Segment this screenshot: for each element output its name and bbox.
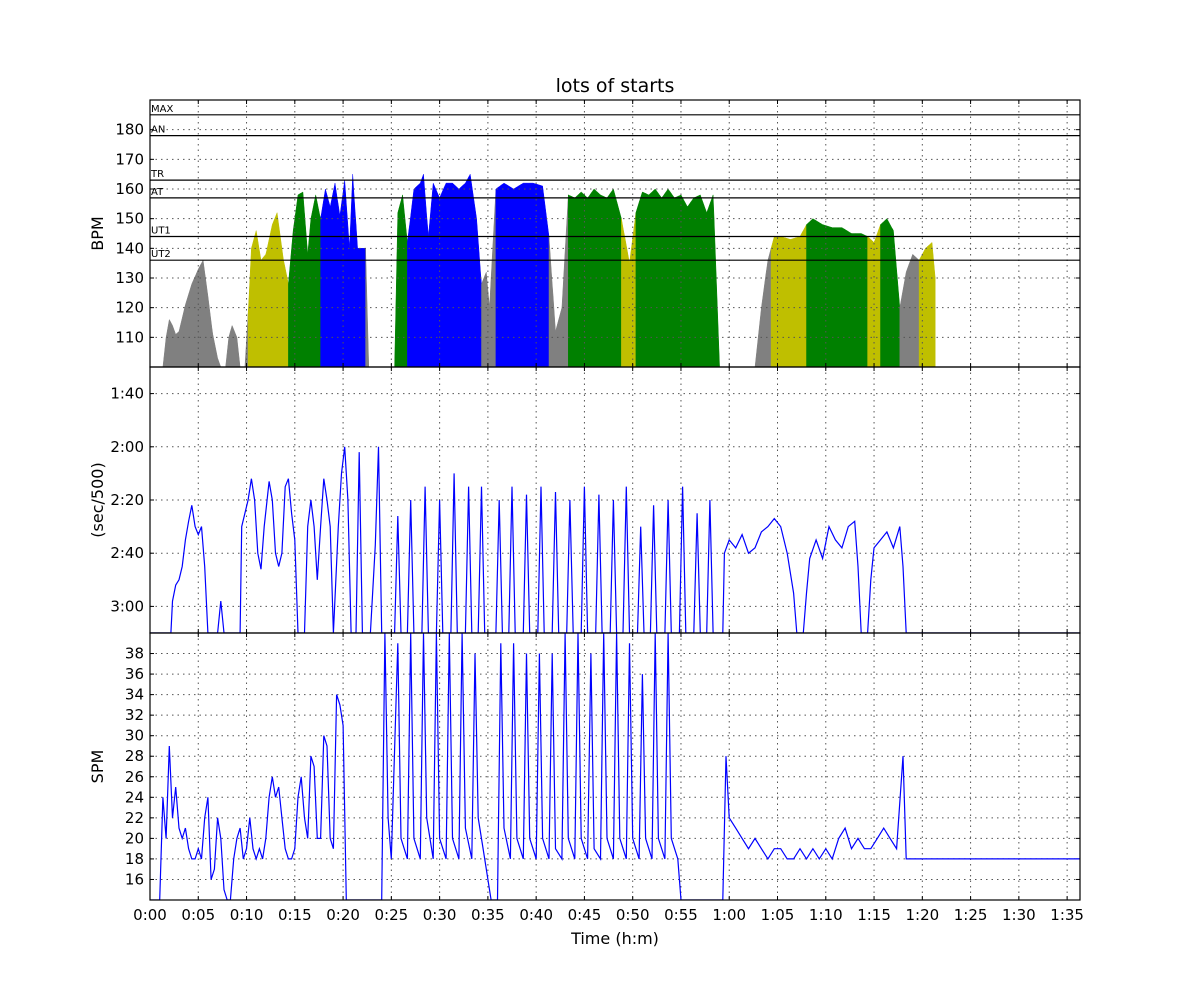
hr-fill-ut2 — [621, 212, 637, 367]
x-tick-label: 0:40 — [519, 906, 553, 924]
y-tick-label: 22 — [125, 809, 144, 827]
y-tick-label: 110 — [115, 328, 144, 346]
pace-frame — [149, 366, 1081, 634]
hr-fill-rest — [365, 248, 395, 367]
x-tick-label: 1:05 — [761, 906, 795, 924]
y-tick-label: 26 — [125, 768, 144, 786]
spm-series-line — [150, 633, 1080, 900]
x-tick-label: 1:20 — [905, 906, 939, 924]
hr-fill-ut1 — [635, 188, 720, 367]
y-tick-label: 28 — [125, 747, 144, 765]
y-tick-label: 2:40 — [110, 544, 144, 562]
y-tick-label: 18 — [125, 850, 144, 868]
hr-fill-rest — [162, 259, 249, 367]
x-tick-label: 0:55 — [664, 906, 698, 924]
y-tick-label: 34 — [125, 686, 144, 704]
spm-frame — [149, 632, 1081, 901]
hr-fill-ut1 — [394, 194, 408, 367]
x-tick-label: 1:00 — [712, 906, 746, 924]
pace-panel: 1:40 2:00 2:20 2:40 3:00 (sec/500) — [88, 366, 1081, 634]
x-tick-label: 0:45 — [568, 906, 602, 924]
hr-fill-ut1 — [568, 188, 622, 367]
hr-fill-at — [495, 182, 550, 367]
hr-fill-rest — [548, 194, 569, 367]
x-tick-label: 0:30 — [423, 906, 457, 924]
y-tick-label: 30 — [125, 727, 144, 745]
y-tick-label: 120 — [115, 299, 144, 317]
y-tick-label: 160 — [115, 180, 144, 198]
spm-axis-label: SPM — [88, 750, 107, 784]
x-axis: 0:00 0:05 0:10 0:15 0:20 0:25 0:30 0:35 0:40 0:45… — [133, 906, 1084, 924]
y-tick-label: 38 — [125, 645, 144, 663]
y-tick-label: 36 — [125, 665, 144, 683]
stroke-rate-panel: 16 18 20 22 24 26 28 30 32 34 36 38 SPM — [88, 632, 1081, 901]
y-tick-label: 24 — [125, 788, 144, 806]
heart-rate-panel: 110 120 130 140 150 160 170 180 BPM MAX AN TR AT UT1 U… — [88, 99, 1081, 368]
y-tick-label: 150 — [115, 210, 144, 228]
x-tick-label: 1:10 — [809, 906, 843, 924]
hr-axis-label: BPM — [88, 216, 107, 250]
hr-fill-ut1 — [880, 218, 901, 367]
hr-fill-at — [407, 173, 482, 367]
y-tick-label: 32 — [125, 706, 144, 724]
x-tick-label: 1:15 — [857, 906, 891, 924]
x-tick-label: 1:35 — [1050, 906, 1084, 924]
y-tick-label: 20 — [125, 829, 144, 847]
zone-label-at: AT — [151, 187, 164, 198]
pace-axis-label: (sec/500) — [88, 462, 107, 537]
zone-label-ut2: UT2 — [151, 249, 171, 260]
y-tick-label: 2:20 — [110, 491, 144, 509]
zone-label-an: AN — [151, 125, 165, 136]
y-tick-label: 130 — [115, 269, 144, 287]
y-tick-label: 2:00 — [110, 438, 144, 456]
y-tick-label: 16 — [125, 870, 144, 888]
x-tick-label: 1:30 — [1002, 906, 1036, 924]
x-tick-label: 0:20 — [326, 906, 360, 924]
hr-fill-rest — [899, 253, 920, 367]
y-tick-label: 140 — [115, 239, 144, 257]
hr-fill-ut2 — [247, 211, 289, 367]
hr-fill-ut1 — [806, 218, 868, 367]
x-tick-label: 1:25 — [954, 906, 988, 924]
y-tick-label: 170 — [115, 150, 144, 168]
hr-fill-ut2 — [770, 224, 807, 367]
y-tick-label: 180 — [115, 121, 144, 139]
hr-fill-ut2 — [867, 224, 881, 367]
y-tick-label: 1:40 — [110, 385, 144, 403]
x-tick-label: 0:10 — [230, 906, 264, 924]
y-tick-label: 3:00 — [110, 597, 144, 615]
zone-label-max: MAX — [151, 104, 173, 115]
x-tick-label: 0:05 — [181, 906, 215, 924]
zone-label-ut1: UT1 — [151, 225, 171, 236]
hr-zone-fills — [162, 173, 936, 367]
hr-fill-ut2 — [918, 241, 936, 367]
x-tick-label: 0:50 — [616, 906, 650, 924]
x-tick-label: 0:25 — [375, 906, 409, 924]
x-tick-label: 0:15 — [278, 906, 312, 924]
hr-fill-rest — [754, 248, 772, 367]
pace-series-line — [150, 446, 1080, 633]
x-axis-label: Time (h:m) — [570, 929, 659, 948]
hr-fill-rest — [481, 188, 497, 367]
x-tick-label: 0:35 — [471, 906, 505, 924]
x-tick-label: 0:00 — [133, 906, 167, 924]
chart-title: lots of starts — [556, 75, 675, 97]
zone-label-tr: TR — [150, 169, 164, 180]
